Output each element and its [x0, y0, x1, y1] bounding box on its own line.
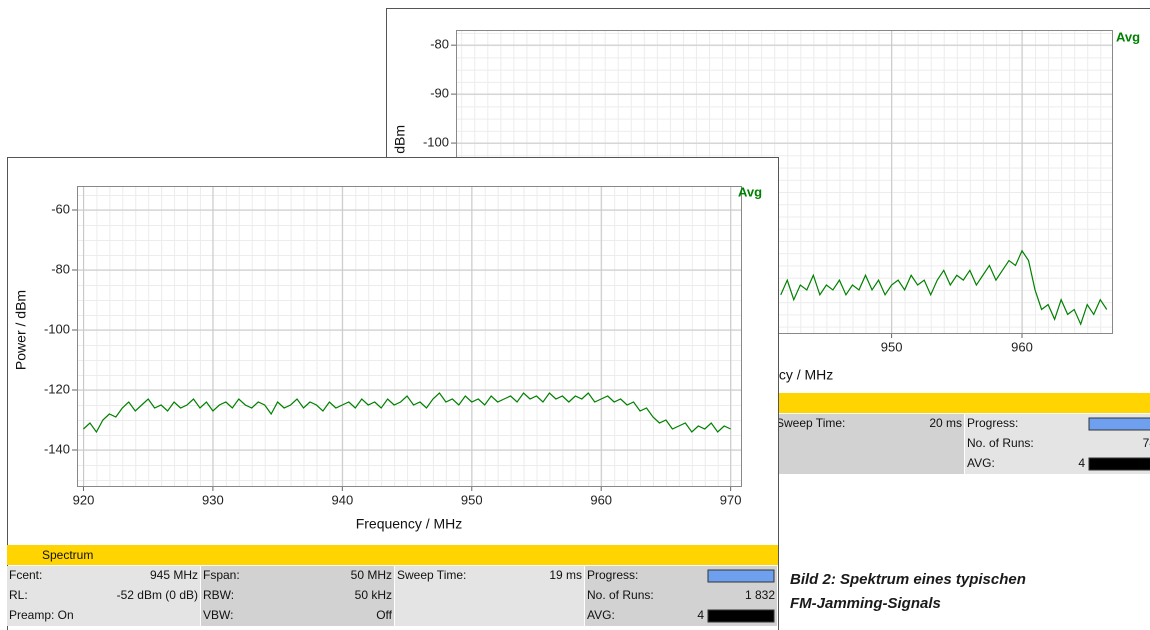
- trace: [83, 392, 731, 434]
- status-label: Sweep Time:: [776, 416, 845, 430]
- caption-line: FM-Jamming-Signals: [790, 595, 941, 612]
- plot-frame: [77, 186, 742, 487]
- status-label: RBW:: [203, 588, 234, 602]
- status-label: AVG:: [587, 608, 615, 622]
- y-tick-label: -100: [423, 135, 449, 150]
- status-column: [395, 566, 584, 626]
- status-value: -52 dBm (0 dB): [117, 588, 198, 602]
- status-column: [201, 566, 394, 626]
- status-indicator: [1088, 457, 1150, 471]
- status-label: VBW:: [203, 608, 233, 622]
- status-value: 50 MHz: [351, 568, 392, 582]
- x-tick-label: 930: [202, 492, 224, 507]
- status-indicator: [707, 609, 775, 623]
- panel-title: Spectrum: [42, 548, 93, 562]
- x-tick-label: 960: [590, 492, 612, 507]
- y-axis-label: Power / dBm: [13, 290, 29, 370]
- y-tick-label: -60: [51, 201, 70, 216]
- y-tick-label: -90: [430, 86, 449, 101]
- x-tick-label: 950: [881, 339, 903, 354]
- minor-grid: [77, 186, 741, 486]
- status-label: Preamp: On: [9, 608, 74, 622]
- status-value: 50 kHz: [355, 588, 392, 602]
- x-tick-label: 970: [720, 492, 742, 507]
- legend-label: Avg: [738, 184, 762, 199]
- status-label: No. of Runs:: [587, 588, 654, 602]
- status-label: Fcent:: [9, 568, 42, 582]
- status-value: 945 MHz: [150, 568, 198, 582]
- status-label: Sweep Time:: [397, 568, 466, 582]
- status-value: 19 ms: [549, 568, 582, 582]
- legend-label: Avg: [1116, 29, 1140, 44]
- x-tick-label: 940: [331, 492, 353, 507]
- x-axis-label: Frequency / MHz: [356, 516, 463, 532]
- caption-line: Bild 2: Spektrum eines typischen: [790, 571, 1026, 588]
- status-indicator: [1088, 417, 1150, 431]
- status-indicator: [707, 569, 775, 583]
- status-value: 74: [1143, 436, 1150, 450]
- status-value: Off: [376, 608, 392, 622]
- status-bar: [7, 545, 778, 565]
- y-tick-label: -80: [430, 37, 449, 52]
- status-value: 4: [1078, 456, 1085, 470]
- y-tick-label: -140: [44, 441, 70, 456]
- x-tick-label: 920: [73, 492, 95, 507]
- status-label: AVG:: [967, 456, 995, 470]
- y-tick-label: -120: [44, 381, 70, 396]
- x-tick-label: 950: [461, 492, 483, 507]
- status-value: 20 ms: [929, 416, 962, 430]
- status-label: Fspan:: [203, 568, 240, 582]
- y-tick-label: -100: [44, 321, 70, 336]
- status-label: RL:: [9, 588, 28, 602]
- status-column: [7, 566, 200, 626]
- status-value: 4: [697, 608, 704, 622]
- status-column: [774, 414, 964, 474]
- x-tick-label: 960: [1011, 339, 1033, 354]
- status-label: Progress:: [587, 568, 638, 582]
- trace: [780, 249, 1108, 326]
- status-value: 1 832: [745, 588, 775, 602]
- front-window: 920 930 940 950 960 970 -60 -80 -100 -120 -140 Avg F…: [7, 157, 779, 630]
- plot-area: [72, 186, 742, 491]
- status-label: Progress:: [967, 416, 1018, 430]
- y-tick-label: -80: [51, 261, 70, 276]
- status-label: No. of Runs:: [967, 436, 1034, 450]
